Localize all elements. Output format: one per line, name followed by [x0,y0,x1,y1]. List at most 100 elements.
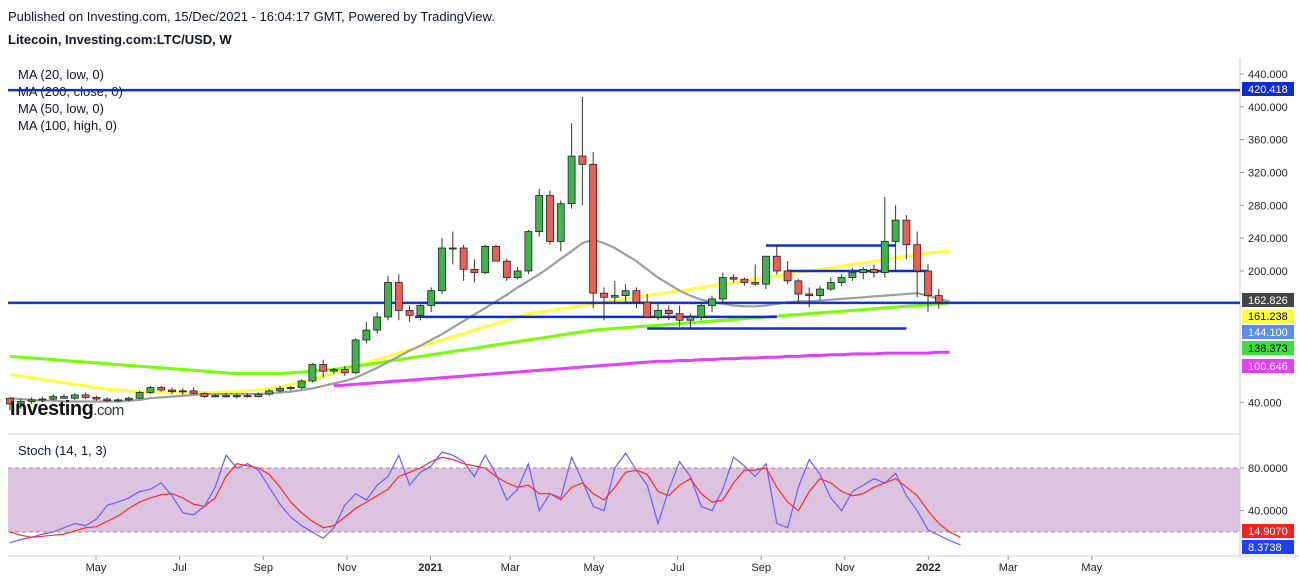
candle-body-down [664,309,673,315]
candle [427,287,436,313]
candle [81,392,90,400]
price-tag-label: 100.646 [1248,361,1288,373]
candle [232,394,241,399]
candle [729,274,738,283]
candle-body-up [513,270,522,278]
candle [6,397,14,411]
candle [362,321,371,344]
time-tick-label: Jul [173,562,187,574]
candle [859,266,868,280]
candle [675,305,684,327]
candle [654,303,662,321]
candle [146,385,155,395]
candle-body-up [891,219,900,242]
price-tag: 162.826 [1242,293,1294,307]
indicator-ma-20-low[interactable]: MA (20, low, 0) [18,67,104,82]
candle [891,205,900,271]
stoch-title[interactable]: Stoch (14, 1, 3) [18,443,107,458]
indicator-ma-200-close[interactable]: MA (200, close, 0) [18,84,123,99]
candle [384,275,392,321]
candle [448,231,457,265]
time-axis: May Jul Sep Nov 2021 Mar May Jul Sep Nov 2022 Mar Ma… [86,556,1103,574]
candle-body-down [600,292,608,298]
price-tag: 161.238 [1242,309,1294,323]
candle [535,188,544,237]
candle-body-up [708,298,716,306]
candle [772,244,781,275]
candle [783,261,792,285]
candle [38,396,47,403]
candle-body-up [610,295,619,298]
logo-brand: Investing [10,398,94,420]
price-tick-label: 240.000 [1248,233,1288,245]
candle [286,385,295,391]
candle-body-up [49,396,58,400]
candle [740,277,749,286]
candle-body-down [319,364,328,372]
candle-body-up [38,398,47,401]
candle [394,274,403,321]
candle [816,285,824,301]
candle-body-down [934,295,943,303]
candle-body-down [632,290,641,303]
candle-body-up [438,247,446,292]
investing-logo: Investing.com [10,398,124,421]
candle [27,397,36,404]
candle [459,244,468,281]
time-tick-label: May [1081,562,1102,574]
stochastic-panel: 80.0000 40.0000 14.9070 8.3738 [8,451,1294,554]
candle-body-up [621,290,630,297]
candle-body-up [448,247,457,250]
candle [135,390,144,400]
stoch-tag-box [1242,540,1294,554]
logo-suffix: .com [93,402,124,419]
candle [124,396,133,402]
candle-body-up [556,203,565,242]
candle-body-up [816,288,824,297]
price-tick-label: 440.000 [1248,69,1288,81]
candle [103,397,112,403]
stoch-k-line [9,451,961,546]
candle-body-up [859,268,868,274]
candle-body-down [92,397,101,400]
candle [762,255,770,290]
time-tick-label: May [86,562,107,574]
candle-body-up [686,316,695,321]
candle [222,393,230,398]
candle [178,388,187,395]
time-tick-label: 2022 [916,562,940,574]
candle [794,279,803,304]
price-tick-label: 280.000 [1248,200,1288,212]
candle [600,287,608,321]
candle-body-up [27,399,36,402]
candle [330,367,338,375]
price-tick-label: 40.000 [1248,397,1282,409]
candle-body-down [589,163,598,294]
candle-body-up [880,241,889,274]
candle-body-down [502,260,511,278]
indicator-ma-100-high[interactable]: MA (100, high, 0) [18,118,117,133]
candle-body-down [189,390,198,394]
candle [934,289,943,309]
ma-20-low-line [9,238,950,403]
stoch-tick-label: 80.0000 [1248,463,1288,475]
candle-body-down [913,244,922,272]
candle-body-down [340,369,349,374]
candle-body-up [762,255,770,285]
indicator-ma-50-low[interactable]: MA (50, low, 0) [18,101,104,116]
candle-body-down [6,397,14,405]
candle-body-down [60,396,68,399]
candle [567,123,576,209]
candle [513,266,522,280]
candle-body-down [772,255,781,272]
price-tag: 100.646 [1242,359,1294,373]
candle-body-up [718,277,727,300]
price-tags: 420.418 162.826 161.238 144.100 138.373 100.6… [1242,82,1294,373]
candle [643,293,652,318]
time-tick-label: Sep [253,562,273,574]
candle [200,392,209,399]
ma-100-high-line [9,249,950,394]
candle-body-up [567,155,576,205]
candle-body-up [276,387,284,392]
